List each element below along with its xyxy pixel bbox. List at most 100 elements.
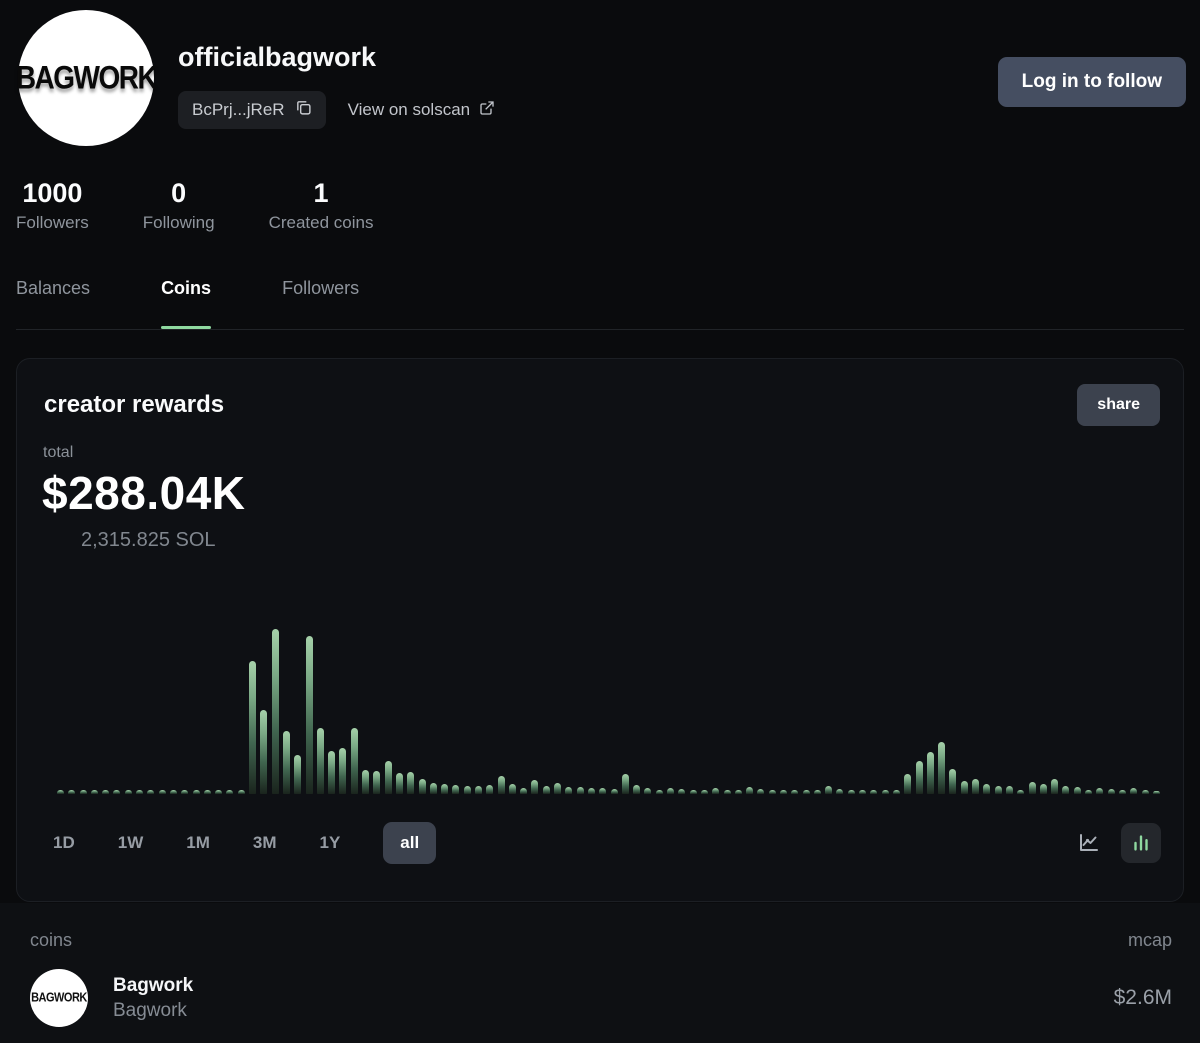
chart-bar: [587, 788, 595, 794]
chart-bar: [1130, 788, 1138, 794]
coin-avatar: BAGWORK: [30, 969, 88, 1027]
solscan-link[interactable]: View on solscan: [348, 100, 496, 121]
coins-section: coins mcap BAGWORK Bagwork Bagwork $2.6M: [0, 903, 1200, 1043]
chart-bar: [316, 728, 324, 794]
profile-avatar: BAGWORK: [15, 10, 158, 146]
chart-bar: [339, 748, 347, 794]
chart-bar: [633, 785, 641, 794]
chart-bar: [328, 751, 336, 794]
mcap-header-label: mcap: [1127, 930, 1172, 950]
chart-bar: [938, 742, 946, 794]
chart-bar: [520, 788, 528, 794]
bar-chart-icon[interactable]: [1121, 823, 1161, 863]
chart-bar: [57, 790, 64, 794]
chart-bar: [576, 787, 584, 794]
coin-name: Bagwork: [113, 974, 194, 996]
share-button[interactable]: share: [1077, 384, 1160, 426]
range-3m[interactable]: 3M: [252, 833, 277, 852]
chart-bar: [260, 710, 268, 794]
range-1y[interactable]: 1Y: [319, 833, 341, 852]
chart-bar: [565, 787, 573, 794]
stat-followers-value: 1000: [22, 178, 83, 208]
chart-bar: [678, 789, 686, 794]
chart-bar: [859, 790, 867, 794]
chart-bar: [395, 773, 403, 794]
tab-balances[interactable]: Balances: [16, 278, 91, 298]
total-usd-value: $288.04K: [42, 467, 246, 519]
chart-bar: [746, 787, 754, 794]
range-1w[interactable]: 1W: [117, 833, 144, 852]
chart-bar: [1005, 786, 1013, 794]
chart-bar: [960, 781, 968, 794]
stat-created-coins-label: Created coins: [268, 213, 374, 233]
stat-following: 0 Following: [143, 178, 215, 233]
coin-row-bagwork[interactable]: BAGWORK Bagwork Bagwork $2.6M: [30, 965, 1172, 1031]
chart-bar: [136, 790, 144, 794]
chart-bar: [825, 786, 833, 794]
chart-bar: [147, 790, 155, 794]
creator-rewards-card: creator rewards share total $288.04K 2,3…: [16, 358, 1184, 902]
chart-bar: [158, 790, 166, 794]
creator-rewards-title: creator rewards: [44, 391, 225, 418]
chart-bar: [305, 636, 313, 794]
profile-avatar-text: BAGWORK: [15, 59, 158, 96]
chart-bar: [621, 774, 629, 794]
chart-bar: [926, 752, 934, 794]
chart-bar: [362, 770, 370, 794]
chart-bar: [373, 771, 381, 794]
chart-bar: [531, 780, 539, 794]
chart-bar: [847, 790, 855, 794]
rewards-bar-chart[interactable]: [57, 559, 1161, 794]
chart-bar: [429, 783, 437, 794]
chart-bar: [712, 788, 720, 794]
chart-bar: [655, 790, 663, 794]
tabs-divider: [16, 329, 1184, 330]
chart-bar: [972, 779, 980, 794]
chart-bar: [68, 790, 76, 794]
chart-bar: [949, 769, 957, 794]
stat-following-value: 0: [171, 178, 187, 208]
chart-bar: [215, 790, 223, 794]
chart-bar: [791, 790, 799, 794]
chart-bar: [1062, 786, 1070, 794]
chart-bar: [124, 790, 132, 794]
chart-bar: [723, 790, 731, 794]
tab-followers[interactable]: Followers: [282, 278, 360, 298]
tab-coins[interactable]: Coins: [161, 278, 212, 329]
chart-bar: [237, 790, 245, 794]
chart-controls: 1D 1W 1M 3M 1Y all: [53, 821, 1161, 865]
chart-bar: [169, 790, 177, 794]
chart-bar: [1107, 789, 1115, 794]
coins-list-header: coins mcap: [30, 930, 1172, 951]
coins-header-label: coins: [30, 930, 73, 950]
chart-bar: [79, 790, 87, 794]
username: officialbagwork: [178, 42, 377, 72]
chart-bar: [644, 788, 652, 794]
chart-type-toggle: [1069, 823, 1161, 863]
total-label: total: [43, 444, 74, 461]
chart-bar: [90, 790, 98, 794]
chart-bar: [486, 785, 494, 794]
chart-bar: [181, 790, 189, 794]
range-1d[interactable]: 1D: [53, 833, 75, 852]
chart-bar: [294, 755, 302, 794]
chart-bar: [452, 785, 460, 794]
chart-bar: [689, 790, 697, 794]
stat-created-coins: 1 Created coins: [269, 178, 374, 233]
chart-bar: [102, 790, 110, 794]
range-all[interactable]: all: [383, 822, 437, 864]
login-to-follow-button[interactable]: Log in to follow: [997, 57, 1186, 107]
chart-bar: [192, 790, 200, 794]
chart-bar: [1039, 784, 1047, 794]
chart-bar: [113, 790, 121, 794]
chart-bar: [474, 786, 482, 794]
chart-bar: [497, 776, 505, 794]
wallet-address-pill[interactable]: BcPrj...jReR: [178, 91, 326, 129]
coin-avatar-text: BAGWORK: [31, 990, 87, 1006]
range-1m[interactable]: 1M: [186, 833, 210, 852]
chart-bar: [542, 786, 550, 794]
external-link-icon: [479, 100, 495, 121]
address-row: BcPrj...jReR View on solscan: [178, 91, 495, 129]
chart-bar: [1085, 790, 1093, 794]
line-chart-icon[interactable]: [1069, 823, 1109, 863]
